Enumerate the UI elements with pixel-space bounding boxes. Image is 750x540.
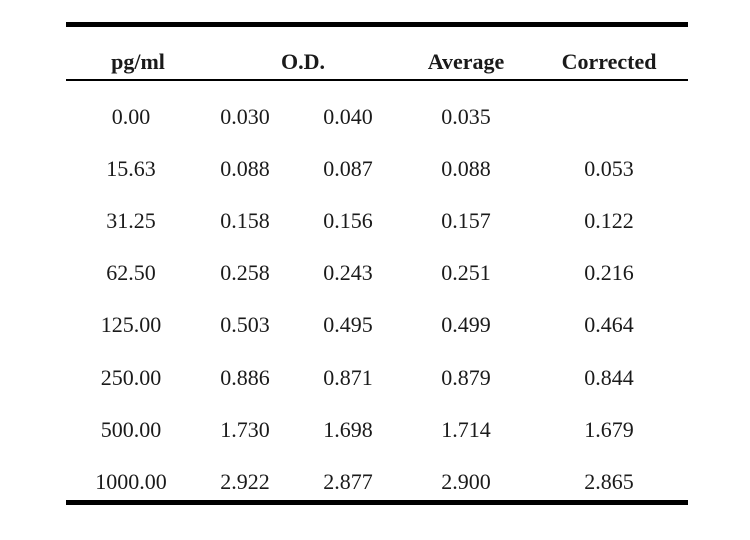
table-row: 125.00 0.503 0.495 0.499 0.464 — [0, 312, 750, 338]
cell-average: 0.035 — [441, 104, 491, 129]
header-pg-ml: pg/ml — [111, 49, 165, 74]
cell-od-2: 0.087 — [323, 156, 373, 181]
table-header-rule — [66, 79, 688, 81]
cell-average: 2.900 — [441, 469, 491, 494]
cell-od-1: 0.886 — [220, 365, 270, 390]
cell-average: 0.499 — [441, 312, 491, 337]
cell-od-1: 0.158 — [220, 208, 270, 233]
cell-pg-ml: 250.00 — [100, 365, 162, 390]
cell-od-1: 0.258 — [220, 260, 270, 285]
cell-pg-ml: 1000.00 — [95, 469, 167, 494]
cell-od-2: 0.040 — [323, 104, 373, 129]
cell-od-2: 1.698 — [323, 417, 373, 442]
cell-od-2: 0.156 — [323, 208, 373, 233]
cell-od-1: 0.503 — [220, 312, 270, 337]
table-bottom-rule — [66, 500, 688, 505]
cell-corrected: 1.679 — [584, 417, 634, 442]
cell-pg-ml: 0.00 — [111, 104, 151, 129]
cell-od-1: 0.088 — [220, 156, 270, 181]
table-row: 250.00 0.886 0.871 0.879 0.844 — [0, 365, 750, 391]
cell-average: 0.088 — [441, 156, 491, 181]
header-average: Average — [427, 49, 505, 74]
cell-corrected: 0.122 — [584, 208, 634, 233]
cell-corrected: 0.053 — [584, 156, 634, 181]
table-row: 500.00 1.730 1.698 1.714 1.679 — [0, 417, 750, 443]
cell-average: 1.714 — [441, 417, 491, 442]
cell-pg-ml: 125.00 — [100, 312, 162, 337]
cell-average: 0.157 — [441, 208, 491, 233]
cell-corrected: 2.865 — [584, 469, 634, 494]
table-row: 31.25 0.158 0.156 0.157 0.122 — [0, 208, 750, 234]
header-od: O.D. — [281, 49, 325, 74]
cell-pg-ml: 31.25 — [106, 208, 156, 233]
table-row: 1000.00 2.922 2.877 2.900 2.865 — [0, 469, 750, 495]
cell-corrected: 0.464 — [584, 312, 634, 337]
cell-od-2: 0.243 — [323, 260, 373, 285]
cell-corrected: 0.216 — [584, 260, 634, 285]
cell-od-2: 0.495 — [323, 312, 373, 337]
table-row: 15.63 0.088 0.087 0.088 0.053 — [0, 156, 750, 182]
cell-od-1: 1.730 — [220, 417, 270, 442]
table-row: 0.00 0.030 0.040 0.035 — [0, 104, 750, 130]
cell-od-1: 0.030 — [220, 104, 270, 129]
header-corrected: Corrected — [561, 49, 657, 74]
cell-od-1: 2.922 — [220, 469, 270, 494]
table-row: 62.50 0.258 0.243 0.251 0.216 — [0, 260, 750, 286]
cell-pg-ml: 62.50 — [106, 260, 156, 285]
cell-average: 0.879 — [441, 365, 491, 390]
cell-od-2: 0.871 — [323, 365, 373, 390]
cell-corrected: 0.844 — [584, 365, 634, 390]
cell-pg-ml: 15.63 — [106, 156, 156, 181]
cell-pg-ml: 500.00 — [100, 417, 162, 442]
cell-od-2: 2.877 — [323, 469, 373, 494]
table-top-rule — [66, 22, 688, 27]
cell-average: 0.251 — [441, 260, 491, 285]
